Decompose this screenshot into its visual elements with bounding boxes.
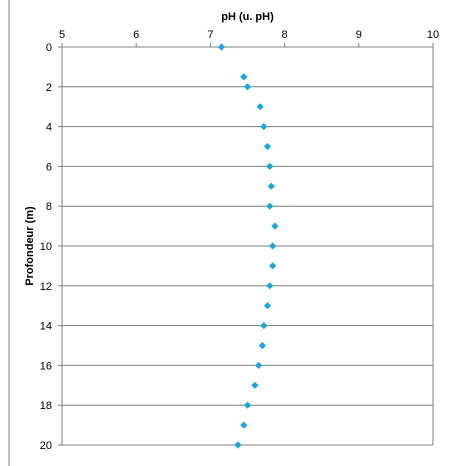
x-tick-label-3: 8 — [282, 29, 288, 41]
data-point-14 — [260, 322, 268, 330]
data-point-16 — [255, 361, 263, 369]
data-point-13 — [263, 302, 272, 310]
gridlines — [62, 46, 433, 446]
axes — [58, 43, 434, 446]
y-tick-label-0: 0 — [46, 42, 52, 54]
data-points — [217, 43, 279, 449]
x-tick-label-0: 5 — [59, 29, 65, 41]
x-tick-label-1: 6 — [133, 29, 139, 41]
data-point-17 — [251, 381, 259, 389]
data-point-6 — [266, 162, 274, 170]
data-point-11 — [269, 262, 277, 270]
data-point-4 — [260, 123, 268, 131]
data-point-20 — [234, 441, 242, 449]
y-tick-label-5: 10 — [40, 241, 52, 253]
y-tick-label-1: 2 — [46, 82, 52, 94]
y-tick-label-3: 6 — [46, 161, 52, 173]
y-tick-label-7: 14 — [40, 321, 52, 333]
data-point-1 — [240, 73, 248, 81]
x-tick-label-4: 9 — [356, 29, 362, 41]
data-point-12 — [266, 282, 274, 290]
data-point-7 — [267, 182, 275, 190]
x-axis-title: pH (u. pH) — [221, 11, 274, 23]
y-tick-label-6: 12 — [40, 281, 52, 293]
y-tick-labels: 0 2 4 6 8 10 12 14 16 18 20 — [40, 42, 52, 452]
y-tick-label-2: 4 — [46, 122, 52, 134]
x-tick-labels: 5 6 7 8 9 10 — [59, 29, 439, 41]
data-point-0 — [217, 43, 226, 51]
y-axis-title: Profondeur (m) — [24, 206, 36, 286]
data-point-5 — [263, 142, 272, 151]
data-point-8 — [266, 202, 274, 210]
data-point-3 — [256, 103, 264, 111]
data-point-9 — [271, 222, 279, 230]
data-point-2 — [243, 83, 252, 91]
y-tick-label-8: 16 — [40, 360, 52, 372]
x-tick-label-5: 10 — [427, 29, 439, 41]
x-tick-label-2: 7 — [207, 29, 213, 41]
data-point-10 — [269, 242, 277, 250]
data-point-18 — [243, 401, 252, 409]
y-tick-label-4: 8 — [46, 201, 52, 213]
data-point-15 — [258, 341, 266, 350]
data-point-19 — [240, 421, 248, 429]
y-tick-label-9: 18 — [40, 400, 52, 412]
y-tick-label-10: 20 — [40, 440, 52, 452]
